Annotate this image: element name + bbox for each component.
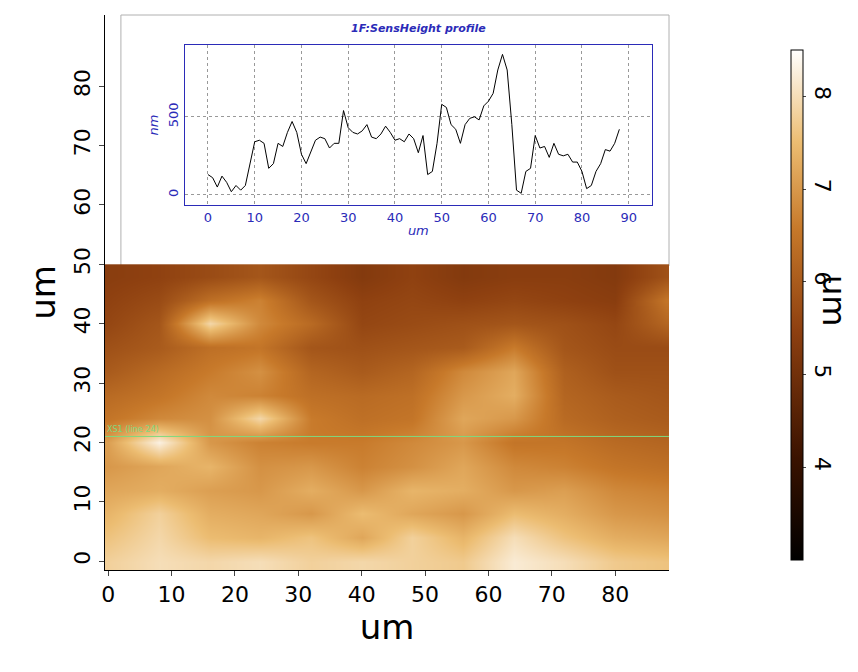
svg-text:um: um <box>815 275 853 326</box>
svg-text:30: 30 <box>70 366 95 394</box>
svg-text:80: 80 <box>601 582 629 607</box>
svg-text:60: 60 <box>70 188 95 216</box>
svg-text:XS1 (line 24): XS1 (line 24) <box>107 425 159 434</box>
svg-text:20: 20 <box>221 582 249 607</box>
svg-text:50: 50 <box>411 582 439 607</box>
svg-text:50: 50 <box>70 247 95 275</box>
svg-text:80: 80 <box>574 210 591 225</box>
svg-text:70: 70 <box>527 210 544 225</box>
svg-text:40: 40 <box>70 306 95 334</box>
svg-text:500: 500 <box>166 102 181 127</box>
svg-text:40: 40 <box>387 210 404 225</box>
svg-text:5: 5 <box>810 364 835 378</box>
svg-text:10: 10 <box>246 210 263 225</box>
svg-text:10: 10 <box>70 484 95 512</box>
svg-text:20: 20 <box>293 210 310 225</box>
svg-text:um: um <box>23 265 63 320</box>
svg-text:nm: nm <box>146 115 161 136</box>
svg-text:50: 50 <box>433 210 450 225</box>
svg-text:6: 6 <box>810 272 835 286</box>
svg-text:70: 70 <box>538 582 566 607</box>
svg-text:90: 90 <box>620 210 637 225</box>
svg-text:70: 70 <box>70 128 95 156</box>
svg-text:30: 30 <box>340 210 357 225</box>
svg-text:80: 80 <box>70 69 95 97</box>
svg-text:30: 30 <box>284 582 312 607</box>
svg-text:8: 8 <box>810 86 835 100</box>
svg-text:40: 40 <box>348 582 376 607</box>
svg-text:4: 4 <box>810 457 835 471</box>
svg-text:20: 20 <box>70 425 95 453</box>
svg-text:7: 7 <box>810 179 835 193</box>
svg-text:0: 0 <box>101 582 115 607</box>
svg-text:um: um <box>360 607 415 647</box>
svg-text:um: um <box>408 223 429 238</box>
svg-text:0: 0 <box>166 189 181 197</box>
svg-text:60: 60 <box>480 210 497 225</box>
svg-text:10: 10 <box>158 582 186 607</box>
svg-text:60: 60 <box>474 582 502 607</box>
svg-text:1F:SensHeight profile: 1F:SensHeight profile <box>351 22 486 35</box>
svg-text:0: 0 <box>204 210 212 225</box>
svg-text:0: 0 <box>70 551 95 565</box>
